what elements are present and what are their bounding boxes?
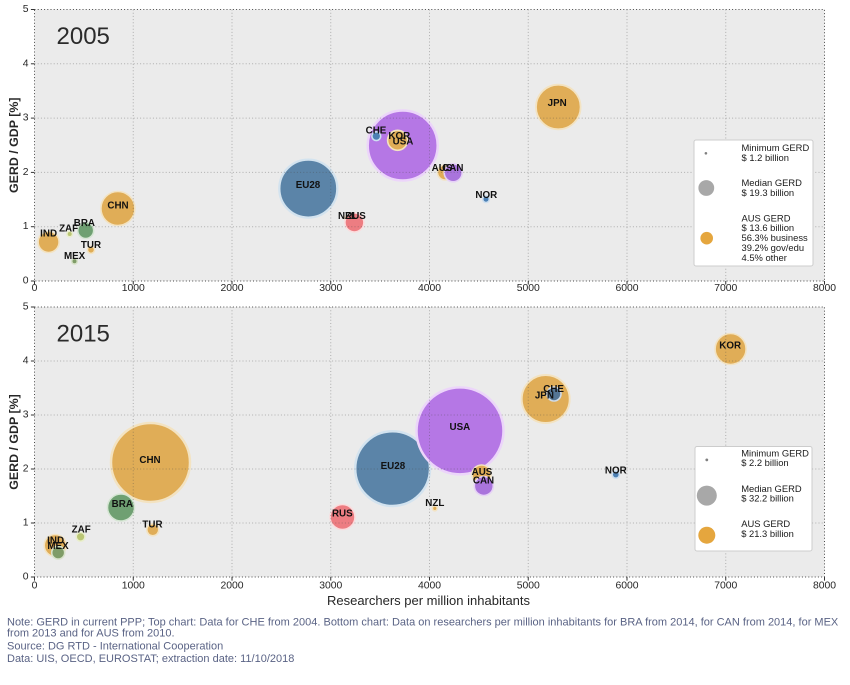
- svg-text:KOR: KOR: [719, 341, 741, 352]
- svg-text:5000: 5000: [517, 581, 540, 592]
- svg-text:39.2% gov/edu: 39.2% gov/edu: [742, 242, 805, 253]
- svg-text:Median GERD: Median GERD: [742, 177, 803, 188]
- svg-text:56.3% business: 56.3% business: [742, 232, 809, 243]
- svg-text:4000: 4000: [418, 581, 441, 592]
- svg-text:ZAF: ZAF: [59, 224, 78, 235]
- svg-text:NZL: NZL: [425, 498, 444, 509]
- svg-text:5: 5: [23, 4, 29, 15]
- svg-text:EU28: EU28: [381, 461, 406, 472]
- svg-text:4: 4: [23, 356, 29, 367]
- svg-text:Note: GERD in current PPP; Top: Note: GERD in current PPP; Top chart: Da…: [7, 617, 839, 629]
- svg-text:RUS: RUS: [345, 211, 366, 222]
- svg-text:CAN: CAN: [442, 163, 463, 174]
- svg-text:8000: 8000: [813, 283, 836, 294]
- svg-text:4: 4: [23, 58, 29, 69]
- svg-text:Data: UIS, OECD, EUROSTAT; ext: Data: UIS, OECD, EUROSTAT; extraction da…: [7, 653, 294, 665]
- svg-text:1000: 1000: [122, 581, 145, 592]
- svg-text:6000: 6000: [615, 283, 638, 294]
- svg-text:IND: IND: [47, 536, 64, 547]
- svg-text:JPN: JPN: [535, 391, 554, 402]
- svg-text:MEX: MEX: [47, 541, 69, 552]
- svg-text:2000: 2000: [220, 283, 243, 294]
- svg-text:GERD / GDP [%]: GERD / GDP [%]: [7, 394, 21, 489]
- svg-text:7000: 7000: [714, 581, 737, 592]
- svg-text:7000: 7000: [714, 283, 737, 294]
- svg-text:IND: IND: [40, 228, 57, 239]
- svg-text:$ 1.2 billion: $ 1.2 billion: [742, 152, 789, 163]
- svg-text:AUS GERD: AUS GERD: [742, 212, 791, 223]
- svg-text:Minimum GERD: Minimum GERD: [742, 142, 810, 153]
- svg-text:$ 2.2 billion: $ 2.2 billion: [741, 457, 788, 468]
- svg-text:NOR: NOR: [605, 465, 627, 476]
- svg-text:CHN: CHN: [139, 455, 160, 466]
- svg-text:2: 2: [23, 167, 29, 178]
- svg-text:0: 0: [23, 276, 29, 287]
- svg-text:1: 1: [23, 518, 29, 529]
- svg-text:USA: USA: [450, 422, 471, 433]
- svg-text:$ 32.2 billion: $ 32.2 billion: [741, 493, 794, 504]
- svg-text:6000: 6000: [615, 581, 638, 592]
- svg-text:AUS GERD: AUS GERD: [741, 518, 790, 529]
- svg-text:BRA: BRA: [74, 218, 95, 229]
- svg-text:1: 1: [23, 221, 29, 232]
- svg-text:2005: 2005: [57, 23, 110, 50]
- svg-text:AUS: AUS: [472, 467, 493, 478]
- svg-text:CAN: CAN: [473, 476, 494, 487]
- svg-text:KOR: KOR: [388, 131, 410, 142]
- svg-text:3: 3: [23, 113, 29, 124]
- svg-text:AUS: AUS: [432, 163, 453, 174]
- svg-text:CHE: CHE: [366, 125, 387, 136]
- svg-text:3: 3: [23, 410, 29, 421]
- svg-text:Minimum GERD: Minimum GERD: [741, 447, 809, 458]
- svg-text:4.5% other: 4.5% other: [742, 252, 787, 263]
- svg-text:GERD / GDP [%]: GERD / GDP [%]: [7, 98, 21, 193]
- svg-text:2: 2: [23, 464, 29, 475]
- svg-text:USA: USA: [393, 137, 414, 148]
- svg-text:$ 21.3 billion: $ 21.3 billion: [741, 528, 794, 539]
- svg-text:EU28: EU28: [296, 180, 321, 191]
- svg-text:5000: 5000: [517, 283, 540, 294]
- svg-text:from 2013 and for AUS from 201: from 2013 and for AUS from 2010.: [7, 628, 175, 640]
- svg-text:2015: 2015: [57, 321, 110, 348]
- svg-text:BRA: BRA: [112, 499, 133, 510]
- svg-text:ZAF: ZAF: [72, 525, 91, 536]
- svg-text:TUR: TUR: [81, 240, 101, 251]
- svg-text:Source: DG RTD - International: Source: DG RTD - International Cooperati…: [7, 640, 223, 652]
- svg-text:4000: 4000: [418, 283, 441, 294]
- svg-text:TUR: TUR: [142, 520, 162, 531]
- svg-text:3000: 3000: [319, 283, 342, 294]
- svg-text:0: 0: [32, 581, 38, 592]
- svg-text:CHE: CHE: [543, 384, 564, 395]
- svg-text:0: 0: [32, 283, 38, 294]
- svg-text:RUS: RUS: [332, 509, 353, 520]
- svg-text:1000: 1000: [122, 283, 145, 294]
- svg-text:CHN: CHN: [107, 201, 128, 212]
- svg-text:$ 13.6 billion: $ 13.6 billion: [742, 222, 795, 233]
- svg-text:MEX: MEX: [64, 251, 86, 262]
- svg-text:3000: 3000: [319, 581, 342, 592]
- svg-text:0: 0: [23, 572, 29, 583]
- svg-text:JPN: JPN: [548, 98, 567, 109]
- svg-text:8000: 8000: [813, 581, 836, 592]
- svg-text:NOR: NOR: [475, 190, 497, 201]
- svg-text:Researchers per million inhabi: Researchers per million inhabitants: [327, 593, 531, 608]
- svg-text:5: 5: [23, 302, 29, 313]
- svg-text:2000: 2000: [220, 581, 243, 592]
- svg-text:NZL: NZL: [338, 211, 357, 222]
- svg-text:Median GERD: Median GERD: [741, 483, 802, 494]
- svg-text:$ 19.3 billion: $ 19.3 billion: [742, 187, 795, 198]
